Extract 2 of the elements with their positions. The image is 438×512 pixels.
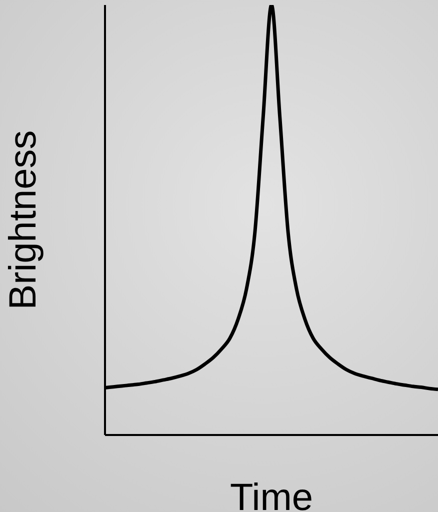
y-axis-title: Brightness — [2, 130, 44, 310]
x-axis-title: Time — [230, 477, 314, 512]
